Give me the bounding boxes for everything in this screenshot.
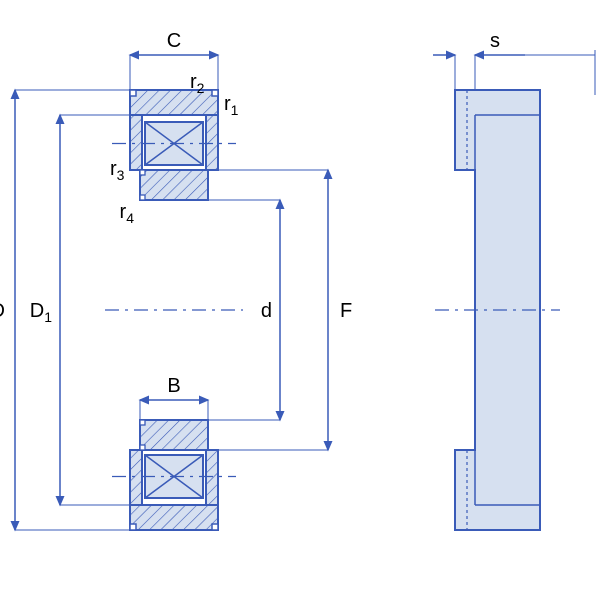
label-F: F (340, 300, 352, 322)
label-D1: D1 (30, 300, 52, 325)
label-r4: r4 (120, 201, 135, 226)
label-r1: r1 (224, 93, 239, 118)
label-r2: r2 (190, 71, 205, 96)
label-r3: r3 (110, 158, 125, 183)
label-D: D (0, 300, 5, 322)
label-C: C (167, 30, 181, 52)
label-B: B (167, 375, 180, 397)
label-d: d (261, 300, 272, 322)
bearing-cross-section-diagram: D D1 d F C Bs r1 r2 r3 r4 (0, 0, 600, 600)
label-s: s (490, 30, 500, 52)
